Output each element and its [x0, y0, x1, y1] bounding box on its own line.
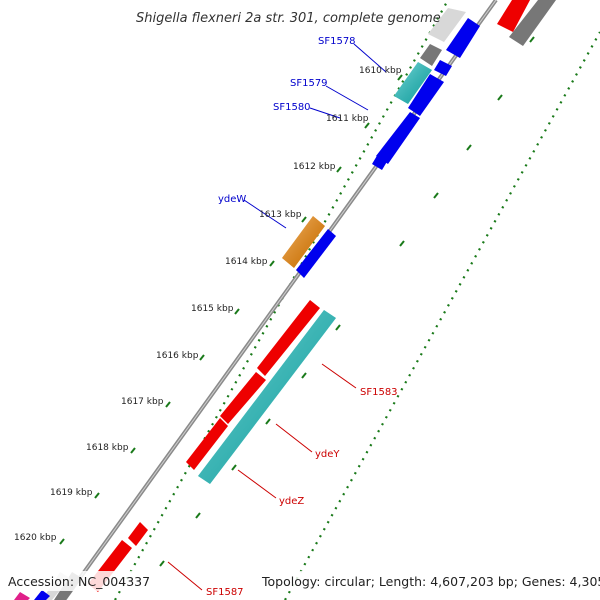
gene-feature-lightgrey[interactable] — [428, 8, 466, 42]
gene-feature-blue[interactable] — [376, 112, 420, 164]
gene-feature-blue[interactable] — [446, 18, 480, 58]
kbp-label: 1611 kbp — [326, 114, 369, 124]
kbp-label: 1620 kbp — [14, 533, 57, 543]
gene-feature-grey[interactable] — [420, 44, 442, 66]
genome-summary-text: Topology: circular; Length: 4,607,203 bp… — [261, 574, 600, 589]
accession-text: Accession: NC_004337 — [8, 574, 150, 589]
gene-label-sf1583[interactable]: SF1583 — [360, 387, 398, 398]
label-callouts — [167, 43, 387, 591]
gene-feature-red[interactable] — [128, 522, 148, 546]
kbp-label: 1614 kbp — [225, 257, 268, 267]
gene-feature-red[interactable] — [497, 0, 530, 32]
kbp-labels: 1610 kbp 1611 kbp 1612 kbp 1613 kbp 1614… — [14, 66, 402, 543]
gene-label-ydey[interactable]: ydeY — [315, 449, 340, 460]
gene-feature-red[interactable] — [257, 300, 320, 376]
gene-feature-blue[interactable] — [296, 229, 336, 278]
gene-label-sf1579[interactable]: SF1579 — [290, 78, 328, 89]
gene-feature-blue[interactable] — [434, 60, 452, 76]
map-title: Shigella flexneri 2a str. 301, complete … — [136, 11, 441, 26]
gene-label-ydew[interactable]: ydeW — [218, 194, 246, 205]
gene-labels: SF1578 SF1579 SF1580 ydeW SF1583 ydeY yd… — [206, 36, 398, 598]
gene-label-sf1587[interactable]: SF1587 — [206, 587, 244, 598]
kbp-tick-marks — [59, 36, 535, 567]
gene-feature-pink[interactable] — [14, 592, 30, 600]
kbp-label: 1613 kbp — [259, 210, 302, 220]
kbp-label: 1616 kbp — [156, 351, 199, 361]
kbp-label: 1617 kbp — [121, 397, 164, 407]
gene-feature-blue[interactable] — [372, 154, 388, 170]
kbp-label: 1619 kbp — [50, 488, 93, 498]
kbp-label: 1612 kbp — [293, 162, 336, 172]
gene-label-sf1578[interactable]: SF1578 — [318, 36, 356, 47]
gene-label-ydez[interactable]: ydeZ — [279, 496, 304, 507]
gene-feature-grey[interactable] — [509, 0, 556, 46]
gene-feature-blue[interactable] — [408, 74, 444, 116]
gene-features — [14, 0, 556, 600]
gene-label-sf1580[interactable]: SF1580 — [273, 102, 311, 113]
kbp-label: 1618 kbp — [86, 443, 129, 453]
gene-feature-blue[interactable] — [34, 590, 50, 600]
kbp-label: 1615 kbp — [191, 304, 234, 314]
gene-feature-red[interactable] — [220, 372, 266, 424]
kbp-label: 1610 kbp — [359, 66, 402, 76]
gene-feature-red[interactable] — [186, 418, 228, 470]
